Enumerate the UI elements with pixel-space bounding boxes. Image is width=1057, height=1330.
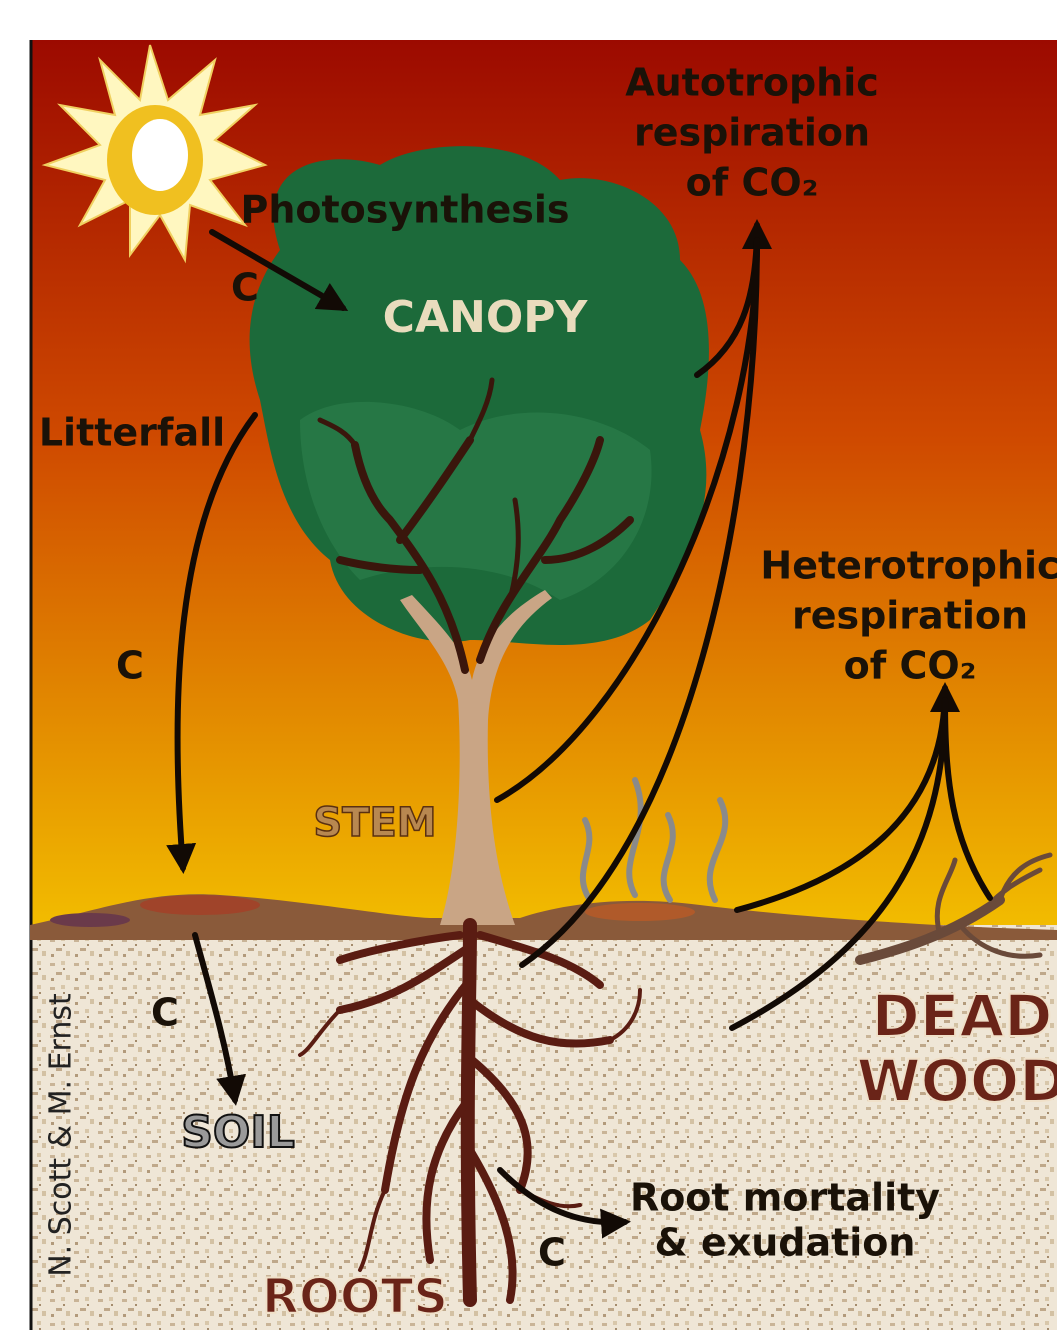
flux-arrows [166, 219, 993, 1239]
root-mortality-label: & exudation [655, 1221, 916, 1265]
stem-label: STEM [313, 800, 436, 846]
dead-wood-label: DEAD [872, 982, 1053, 1050]
carbon-label: C [151, 991, 179, 1035]
autotrophic-label: of CO₂ [686, 161, 819, 205]
credit: N. Scott & M. Ernst [44, 993, 79, 1277]
roots-label: ROOTS [262, 1269, 448, 1325]
litter-layer [30, 894, 1057, 940]
carbon-label: C [231, 266, 259, 310]
dead-wood-label: WOOD [857, 1047, 1057, 1115]
heterotrophic-label: Heterotrophic [760, 544, 1057, 588]
carbon-label: C [116, 644, 144, 688]
photosynthesis-label: Photosynthesis [241, 188, 570, 232]
heterotrophic-label: of CO₂ [844, 644, 977, 688]
carbon-label: C [538, 1231, 566, 1275]
root-mortality-label: Root mortality [630, 1176, 940, 1220]
soil-label: SOIL [181, 1107, 295, 1158]
tree [249, 146, 709, 925]
roots [298, 918, 642, 1307]
autotrophic-label: respiration [634, 111, 870, 155]
labels: Autotrophic respiration of CO₂ Photosynt… [39, 61, 1057, 1327]
dead-wood [855, 852, 1053, 965]
autotrophic-label: Autotrophic [625, 61, 879, 105]
litterfall-label: Litterfall [39, 411, 225, 455]
sun [41, 44, 268, 264]
canopy-label: CANOPY [383, 292, 589, 343]
heterotrophic-label: respiration [792, 594, 1028, 638]
steam [579, 777, 729, 903]
